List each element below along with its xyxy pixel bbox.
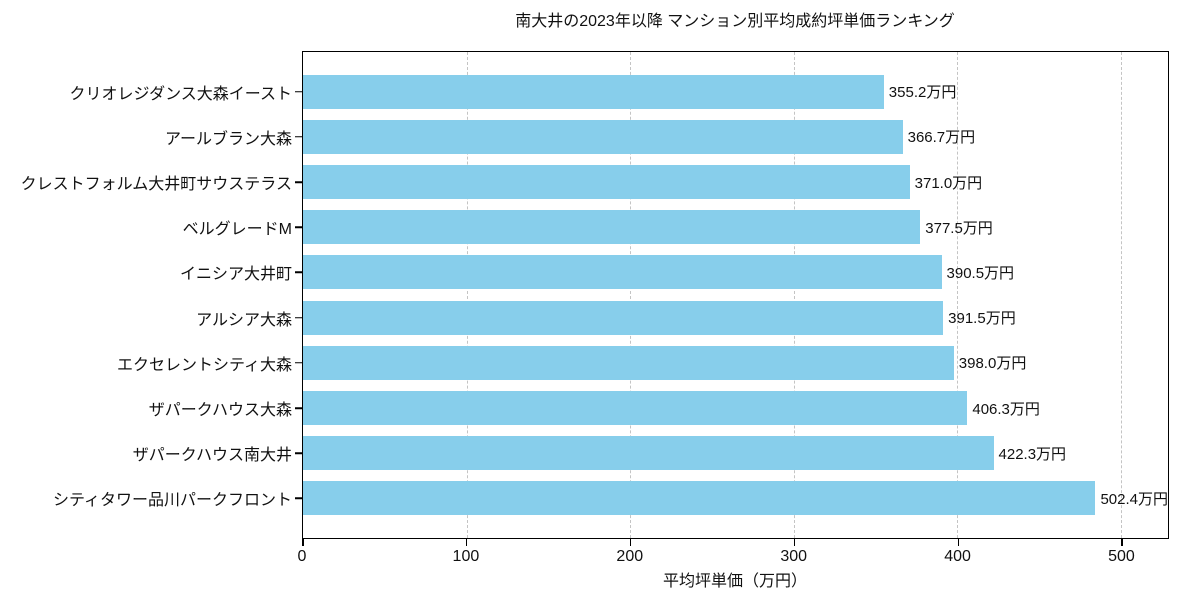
y-axis-tick-mark — [295, 226, 302, 228]
gridline-x-200 — [630, 52, 632, 538]
x-axis-tick-mark — [957, 539, 960, 546]
y-axis-category-label: ザパークハウス大森 — [148, 402, 292, 420]
y-axis-tick-mark — [295, 181, 302, 183]
bar-row: イニシア大井町 390.5万円 — [180, 250, 1168, 295]
bar — [303, 255, 942, 290]
y-axis-tick-mark — [295, 316, 302, 319]
bar-value-label: 355.2万円 — [888, 84, 957, 102]
y-axis-category-label: クレストフォルム大井町サウステラス — [20, 176, 292, 193]
x-axis-tick-mark — [629, 539, 632, 546]
x-axis-title: 平均坪単価（万円） — [662, 573, 808, 590]
bar-row: クリオレジダンス大森イースト 355.2万円 — [69, 69, 1168, 114]
x-axis-tick-mark — [465, 539, 468, 546]
y-axis-tick-mark — [295, 407, 302, 409]
bar-value-label: 371.0万円 — [914, 174, 983, 192]
y-axis-tick-mark — [295, 136, 302, 138]
y-axis-category-label: アールブラン大森 — [164, 130, 292, 148]
y-axis-category-label: ベルグレードM — [182, 221, 292, 239]
bar-value-label: 391.5万円 — [948, 310, 1016, 328]
y-axis-category-label: アルシア大森 — [196, 311, 292, 329]
y-axis-category-label: クリオレジダンス大森イースト — [69, 85, 292, 103]
bar-value-label: 377.5万円 — [925, 219, 993, 237]
bar-value-label: 406.3万円 — [972, 400, 1040, 418]
bar-row: ベルグレードM 377.5万円 — [183, 205, 1168, 250]
x-axis-tick-label: 0 — [297, 548, 307, 565]
bar-row: ザパークハウス南大井 422.3万円 — [133, 431, 1168, 476]
plot-area: クリオレジダンス大森イースト 355.2万円アールブラン大森 366.7万円クレスト… — [21, 51, 1169, 539]
x-axis-tick-label: 500 — [1108, 548, 1135, 565]
y-axis-tick-mark — [295, 362, 302, 364]
y-axis-category-label: シティタワー品川パークフロント — [52, 492, 292, 510]
gridline-x-300 — [793, 52, 795, 538]
bar — [303, 436, 994, 471]
gridline-x-100 — [466, 52, 468, 538]
bar-row: エクセレントシティ大森 398.0万円 — [117, 340, 1168, 385]
bar-row: シティタワー品川パークフロント 502.4万円 — [53, 476, 1168, 521]
x-axis-tick-mark — [1121, 539, 1123, 546]
gridline-x-500 — [1120, 52, 1122, 538]
bar — [303, 119, 903, 154]
bar-row: クレストフォルム大井町サウステラス 371.0万円 — [21, 159, 1168, 204]
y-axis-tick-mark — [295, 497, 302, 500]
y-axis-category-label: イニシア大井町 — [179, 266, 292, 284]
bar-value-label: 502.4万円 — [1100, 490, 1168, 508]
bar-row: アルシア大森 391.5万円 — [196, 295, 1168, 340]
bar-row: ザパークハウス大森 406.3万円 — [149, 385, 1168, 430]
x-axis-tick-label: 300 — [780, 548, 808, 565]
y-axis-tick-mark — [295, 90, 302, 93]
bar — [303, 481, 1096, 516]
x-axis-tick-label: 400 — [944, 548, 971, 565]
x-axis-tick-mark — [793, 539, 796, 546]
bar — [303, 210, 921, 245]
x-axis-tick-label: 100 — [452, 548, 480, 565]
bar-value-label: 398.0万円 — [958, 355, 1027, 373]
bar-value-label: 390.5万円 — [946, 264, 1015, 282]
x-axis-tick-mark — [302, 539, 304, 546]
bar — [303, 165, 910, 199]
gridline-x-400 — [957, 52, 959, 538]
y-axis-category-label: ザパークハウス南大井 — [132, 447, 292, 465]
bar-value-label: 366.7万円 — [907, 129, 976, 147]
y-axis-category-label: エクセレントシティ大森 — [116, 356, 292, 374]
bar — [303, 391, 968, 426]
bar — [303, 345, 954, 380]
x-axis-tick-label: 200 — [616, 548, 644, 565]
bar-row: アールブラン大森 366.7万円 — [165, 114, 1168, 159]
y-axis-tick-mark — [295, 271, 302, 274]
bar — [303, 74, 884, 109]
bar-value-label: 422.3万円 — [998, 445, 1067, 463]
bar — [303, 300, 944, 335]
y-axis-tick-mark — [295, 452, 302, 454]
chart-title: 南大井の2023年以降 マンション別平均成約坪単価ランキング — [515, 13, 955, 30]
